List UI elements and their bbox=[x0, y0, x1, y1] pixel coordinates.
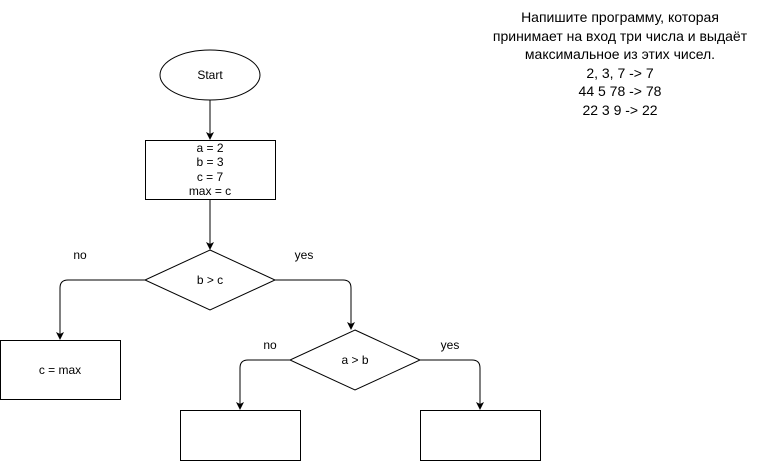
init-line-max: max = c bbox=[189, 184, 231, 198]
assign-box-label: c = max bbox=[39, 363, 81, 377]
decision2-yes-label: yes bbox=[441, 338, 460, 352]
empty-box-right[interactable] bbox=[420, 410, 541, 461]
decision1-no-label: no bbox=[73, 248, 87, 262]
connector-decision2-yes bbox=[420, 359, 484, 410]
decision-a-gt-b[interactable] bbox=[288, 329, 422, 391]
assign-c-max-box[interactable] bbox=[0, 340, 121, 400]
connector-decision1-yes bbox=[275, 279, 355, 330]
task-line: максимальное из этих чисел. bbox=[524, 46, 716, 62]
start-label: Start bbox=[197, 68, 223, 82]
decision1-label: b > c bbox=[197, 273, 223, 287]
task-line: принимает на вход три числа и выдаёт bbox=[492, 27, 748, 44]
decision2-no-label: no bbox=[263, 338, 277, 352]
decision2-label: a > b bbox=[341, 353, 368, 367]
task-description: Напишите программу, которая принимает на… bbox=[460, 8, 761, 119]
connector-decision2-no bbox=[236, 359, 290, 410]
task-example: 2, 3, 7 -> 7 bbox=[586, 64, 654, 81]
decision1-yes-label: yes bbox=[295, 248, 314, 262]
empty-box-left[interactable] bbox=[180, 410, 301, 461]
decision-b-gt-c[interactable] bbox=[143, 249, 277, 311]
connector-decision1-no bbox=[56, 279, 145, 340]
init-line-a: a = 2 bbox=[196, 141, 223, 155]
task-line: Напишите программу, которая bbox=[521, 9, 719, 25]
init-line-b: b = 3 bbox=[196, 155, 223, 169]
init-line-c: c = 7 bbox=[197, 170, 224, 184]
task-example: 44 5 78 -> 78 bbox=[578, 83, 662, 99]
task-example: 22 3 9 -> 22 bbox=[582, 101, 658, 118]
init-box[interactable] bbox=[145, 140, 276, 200]
